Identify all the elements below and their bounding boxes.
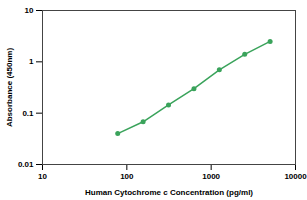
- svg-text:Absorbance (450nm): Absorbance (450nm): [5, 48, 14, 127]
- svg-text:10000: 10000: [284, 172, 307, 181]
- svg-text:100: 100: [120, 172, 134, 181]
- svg-text:1: 1: [29, 57, 34, 66]
- svg-text:Human Cytochrome c Concentrati: Human Cytochrome c Concentration (pg/ml): [85, 188, 253, 197]
- svg-text:10: 10: [25, 6, 34, 15]
- svg-text:0.01: 0.01: [18, 160, 34, 169]
- svg-text:0.1: 0.1: [22, 109, 34, 118]
- svg-text:1000: 1000: [202, 172, 220, 181]
- svg-text:10: 10: [38, 172, 47, 181]
